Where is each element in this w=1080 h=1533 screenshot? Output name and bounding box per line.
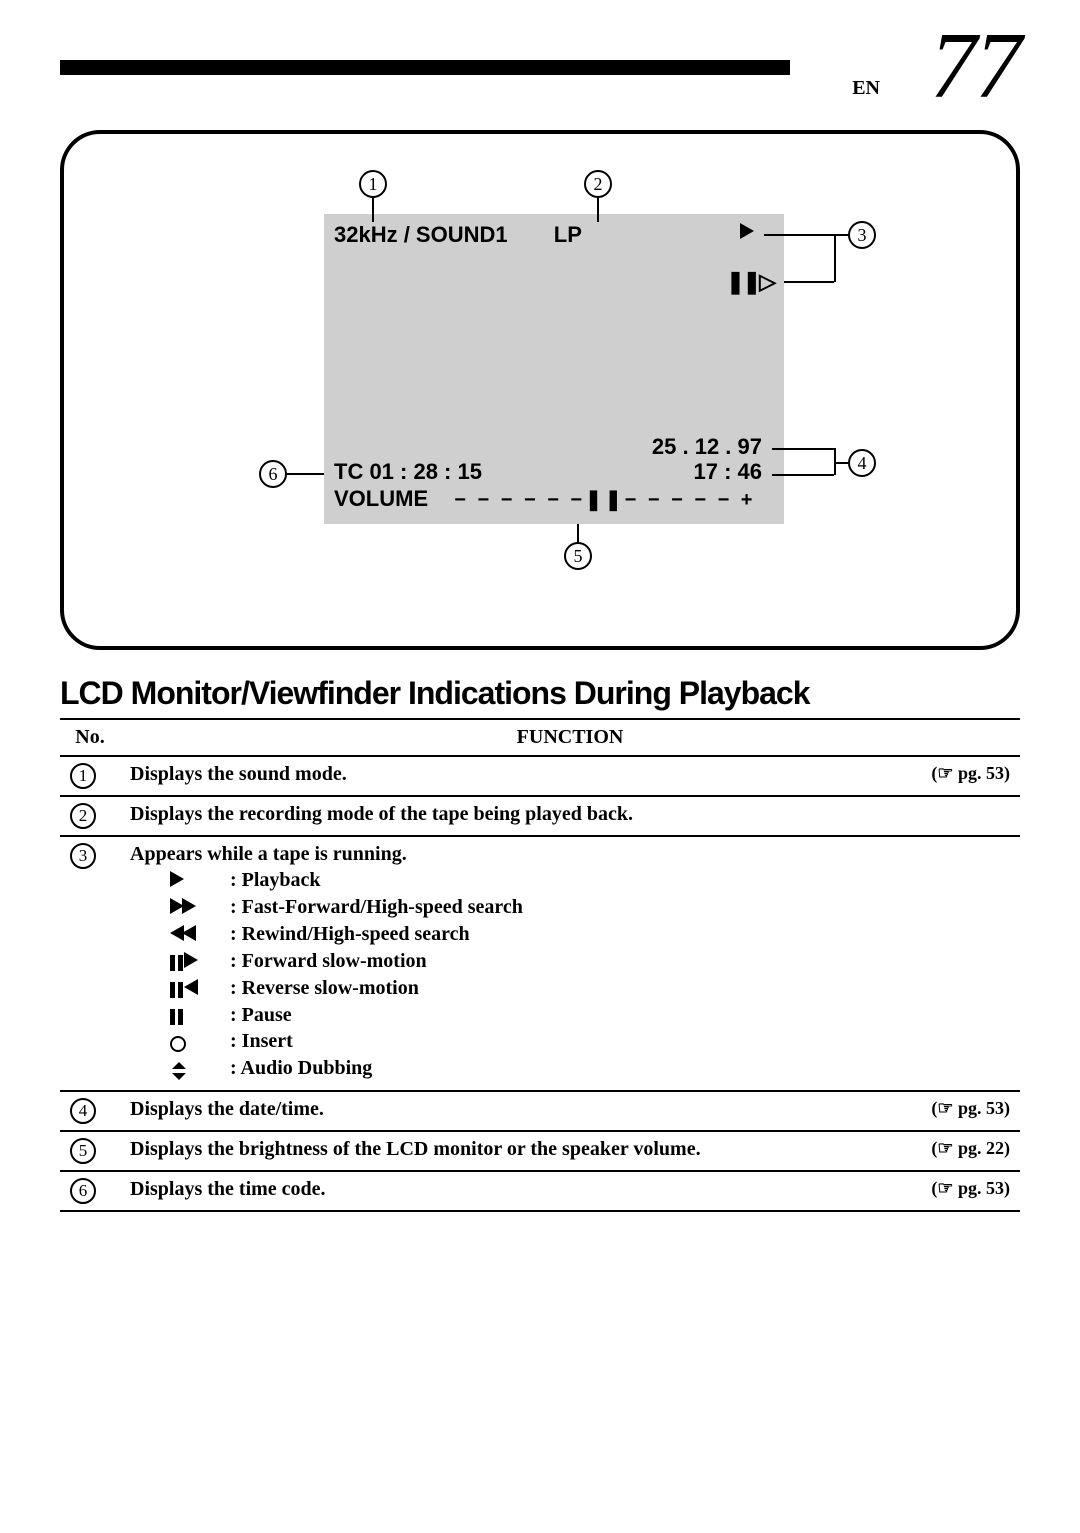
lcd-date: 25 . 12 . 97 <box>652 434 762 460</box>
lcd-rec-mode: LP <box>554 222 582 248</box>
page-header: EN 77 <box>60 20 1020 120</box>
callout-5: 5 <box>564 542 592 570</box>
line-2 <box>597 198 599 222</box>
table-row: 1Displays the sound mode.(☞ pg. 53) <box>60 756 1020 796</box>
page-number: 77 <box>930 12 1020 120</box>
line-3c <box>834 234 836 282</box>
line-6 <box>287 473 324 475</box>
lcd-screen: 32kHz / SOUND1 LP ❚❚▷ 25 . 12 . 97 17 : … <box>324 214 784 524</box>
row-number: 6 <box>60 1171 120 1211</box>
lcd-time: 17 : 46 <box>694 459 763 485</box>
lcd-volume-label: VOLUME <box>334 486 428 512</box>
row-function: Displays the recording mode of the tape … <box>120 796 1020 836</box>
section-title: LCD Monitor/Viewfinder Indications Durin… <box>60 675 1020 712</box>
callout-6: 6 <box>259 460 287 488</box>
fslow-icon <box>170 951 230 974</box>
row-number: 3 <box>60 836 120 1091</box>
line-1 <box>372 198 374 222</box>
row-function: Displays the sound mode.(☞ pg. 53) <box>120 756 1020 796</box>
line-4b <box>772 474 834 476</box>
callout-1: 1 <box>359 170 387 198</box>
table-row: 3Appears while a tape is running.: Playb… <box>60 836 1020 1091</box>
insert-icon <box>170 1031 230 1054</box>
rw-icon <box>170 924 230 947</box>
th-no: No. <box>60 719 120 756</box>
row-number: 2 <box>60 796 120 836</box>
lcd-timecode: TC 01 : 28 : 15 <box>334 459 482 485</box>
dub-icon <box>170 1058 230 1081</box>
page-lang: EN <box>852 77 880 100</box>
header-bar <box>60 60 790 75</box>
row-function: Displays the date/time.(☞ pg. 53) <box>120 1091 1020 1131</box>
pause-icon <box>170 1004 230 1027</box>
callout-3: 3 <box>848 221 876 249</box>
table-row: 6Displays the time code.(☞ pg. 53) <box>60 1171 1020 1211</box>
table-row: 5Displays the brightness of the LCD moni… <box>60 1131 1020 1171</box>
line-4a <box>772 448 834 450</box>
row-number: 4 <box>60 1091 120 1131</box>
lcd-sound-mode: 32kHz / SOUND1 <box>334 222 508 248</box>
diagram-frame: 32kHz / SOUND1 LP ❚❚▷ 25 . 12 . 97 17 : … <box>60 130 1020 650</box>
th-func: FUNCTION <box>120 719 1020 756</box>
rslow-icon <box>170 978 230 1001</box>
callout-4: 4 <box>848 449 876 477</box>
lcd-pause-icon: ❚❚▷ <box>726 269 774 295</box>
play-icon <box>170 870 230 893</box>
row-function: Appears while a tape is running.: Playba… <box>120 836 1020 1091</box>
callout-2: 2 <box>584 170 612 198</box>
lcd-play-icon <box>740 222 754 245</box>
ff-icon <box>170 897 230 920</box>
row-number: 1 <box>60 756 120 796</box>
line-5 <box>577 524 579 542</box>
row-function: Displays the brightness of the LCD monit… <box>120 1131 1020 1171</box>
line-3b <box>784 281 834 283</box>
row-number: 5 <box>60 1131 120 1171</box>
table-row: 4Displays the date/time.(☞ pg. 53) <box>60 1091 1020 1131</box>
line-4d <box>834 462 848 464</box>
lcd-volume-bar: − − − − − −❚❚− − − − − + <box>454 487 755 512</box>
row-function: Displays the time code.(☞ pg. 53) <box>120 1171 1020 1211</box>
table-row: 2Displays the recording mode of the tape… <box>60 796 1020 836</box>
function-table: No. FUNCTION 1Displays the sound mode.(☞… <box>60 718 1020 1212</box>
